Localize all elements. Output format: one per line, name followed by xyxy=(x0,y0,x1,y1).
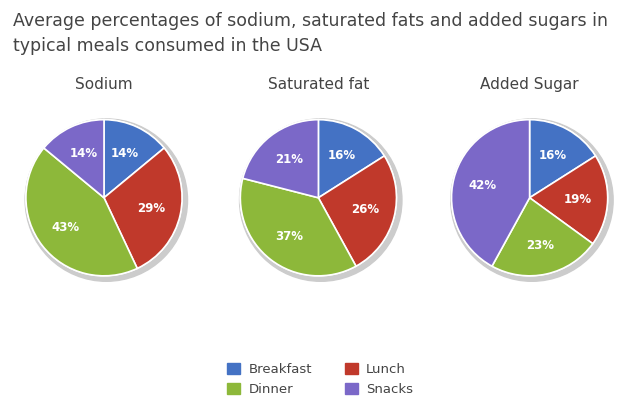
Text: 37%: 37% xyxy=(275,229,303,243)
Wedge shape xyxy=(452,119,530,266)
Wedge shape xyxy=(529,119,596,198)
Wedge shape xyxy=(243,119,319,198)
Wedge shape xyxy=(44,119,104,198)
Text: 14%: 14% xyxy=(111,147,139,160)
Title: Saturated fat: Saturated fat xyxy=(268,77,369,92)
Text: 14%: 14% xyxy=(69,147,97,160)
Wedge shape xyxy=(104,119,164,198)
Text: 42%: 42% xyxy=(468,179,497,192)
Text: Average percentages of sodium, saturated fats and added sugars in
typical meals : Average percentages of sodium, saturated… xyxy=(13,12,608,55)
Text: 16%: 16% xyxy=(539,149,567,162)
Circle shape xyxy=(26,119,182,276)
Text: 29%: 29% xyxy=(137,202,165,215)
Circle shape xyxy=(25,119,188,281)
Wedge shape xyxy=(492,198,593,276)
Wedge shape xyxy=(104,148,182,268)
Text: 43%: 43% xyxy=(52,221,80,234)
Wedge shape xyxy=(241,178,356,276)
Wedge shape xyxy=(530,156,607,243)
Text: 23%: 23% xyxy=(526,239,554,251)
Text: 26%: 26% xyxy=(351,203,380,216)
Circle shape xyxy=(452,119,608,276)
Wedge shape xyxy=(26,148,137,276)
Title: Added Sugar: Added Sugar xyxy=(480,77,579,92)
Wedge shape xyxy=(319,156,396,266)
Circle shape xyxy=(239,119,402,281)
Circle shape xyxy=(241,119,397,276)
Legend: Breakfast, Dinner, Lunch, Snacks: Breakfast, Dinner, Lunch, Snacks xyxy=(222,357,418,401)
Text: 19%: 19% xyxy=(564,193,592,206)
Text: 21%: 21% xyxy=(275,153,303,166)
Text: 16%: 16% xyxy=(328,149,356,162)
Wedge shape xyxy=(318,119,385,198)
Circle shape xyxy=(451,119,613,281)
Title: Sodium: Sodium xyxy=(75,77,133,92)
